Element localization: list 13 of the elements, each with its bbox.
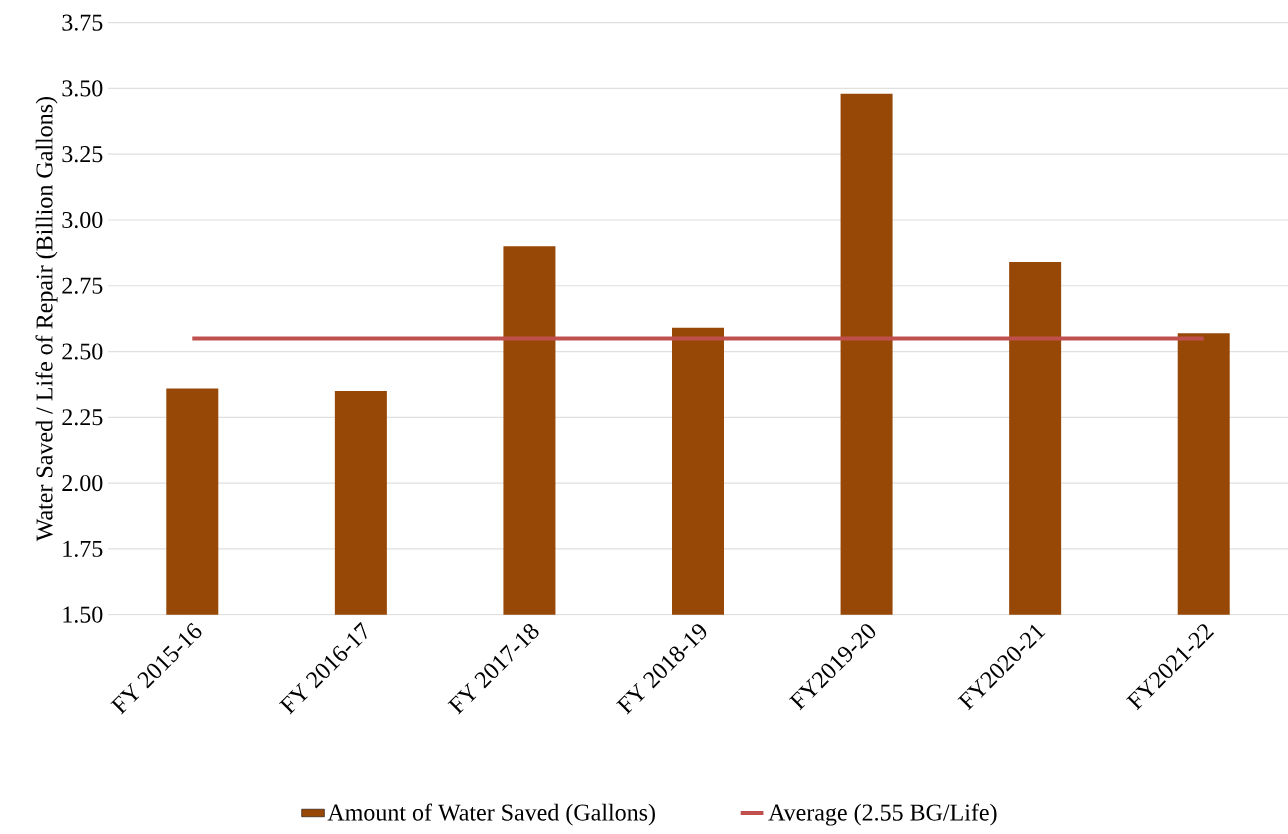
- y-tick-label: 2.75: [62, 277, 103, 294]
- y-tick-label: 2.00: [62, 474, 103, 492]
- y-axis-title: Water Saved / Life of Repair (Billion Gallons): [35, 97, 58, 542]
- legend-label: Amount of Water Saved (Gallons): [327, 803, 655, 826]
- y-tick-label: 3.50: [62, 80, 103, 97]
- y-tick-label: 3.25: [62, 146, 103, 163]
- y-tick-label: 3.00: [62, 211, 103, 229]
- y-tick-label: 1.75: [63, 540, 103, 557]
- y-tick-label: 2.25: [62, 409, 103, 426]
- y-tick-label: 1.50: [63, 606, 103, 623]
- y-tick-label: 3.75: [62, 14, 103, 31]
- legend-label: Average (2.55 BG/Life): [768, 803, 997, 826]
- y-tick-label: 2.50: [62, 343, 103, 360]
